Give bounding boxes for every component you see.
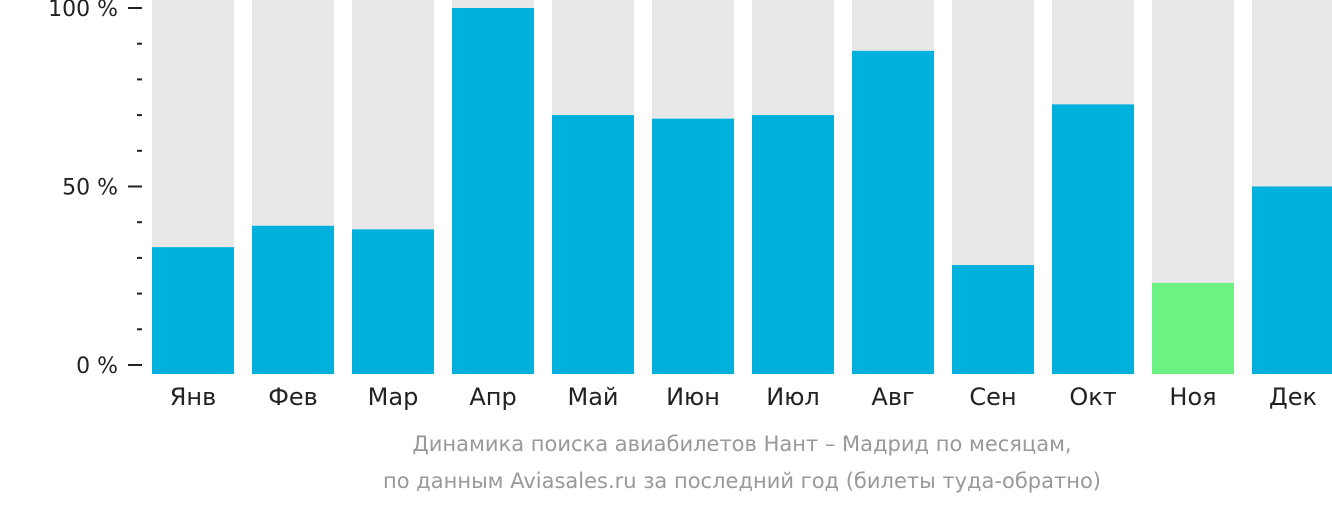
bar <box>1052 104 1134 374</box>
bar <box>1152 282 1234 374</box>
x-axis: Янв Фев Мар Апр Май Июн Июл Авг Сен Окт Ноя Дек <box>170 383 1317 411</box>
bar <box>252 225 334 374</box>
x-tick-label: Дек <box>1269 383 1317 411</box>
bar <box>452 8 534 374</box>
x-tick-label: Июн <box>666 383 720 411</box>
x-tick-label: Мар <box>368 383 419 411</box>
data-bars <box>152 8 1332 375</box>
bar <box>552 115 634 374</box>
y-tick-label: 100 % <box>48 0 118 22</box>
x-tick-label: Окт <box>1069 383 1116 411</box>
y-tick-label: 0 % <box>76 354 118 379</box>
y-tick-label: 50 % <box>62 176 118 201</box>
bar <box>352 229 434 374</box>
bar <box>152 247 234 374</box>
bar <box>1252 186 1332 374</box>
x-tick-label: Сен <box>969 383 1016 411</box>
x-tick-label: Апр <box>469 383 516 411</box>
x-tick-label: Ноя <box>1169 383 1216 411</box>
bar <box>652 118 734 374</box>
bar <box>952 265 1034 374</box>
x-tick-label: Фев <box>268 383 318 411</box>
chart-caption-line1: Динамика поиска авиабилетов Нант – Мадри… <box>412 432 1071 456</box>
y-axis: 100 % 50 % 0 % <box>48 0 142 379</box>
bar <box>852 50 934 375</box>
x-tick-label: Янв <box>170 383 217 411</box>
bar <box>752 115 834 374</box>
x-tick-label: Авг <box>871 383 914 411</box>
chart-caption-line2: по данным Aviasales.ru за последний год … <box>383 469 1101 493</box>
x-tick-label: Июл <box>766 383 820 411</box>
x-tick-label: Май <box>567 383 618 411</box>
